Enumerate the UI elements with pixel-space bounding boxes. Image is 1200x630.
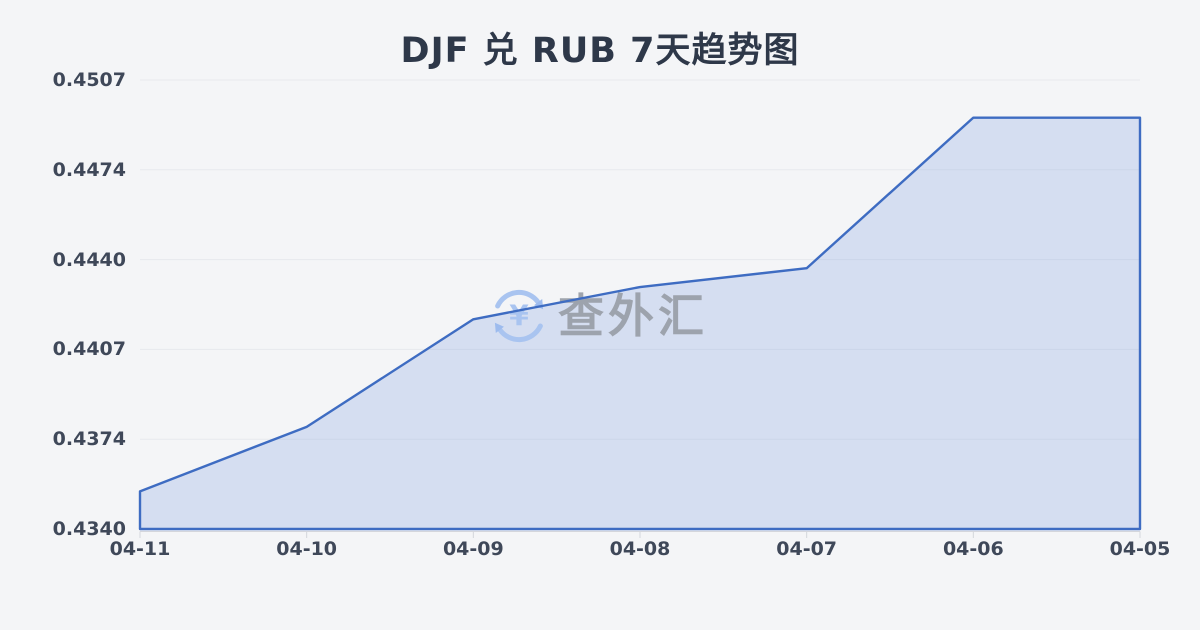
yen-symbol: ¥: [509, 300, 529, 333]
watermark: ¥ 查外汇: [490, 287, 708, 345]
x-axis-tick-label: 04-05: [1109, 538, 1171, 560]
y-axis-tick-label: 0.4407: [52, 338, 126, 361]
x-axis-tick-label: 04-11: [109, 538, 171, 560]
watermark-text: 查外汇: [558, 289, 708, 343]
x-axis-tick-label: 04-09: [442, 538, 504, 560]
y-axis-tick-label: 0.4340: [52, 518, 126, 540]
x-axis-tick-label: 04-06: [942, 538, 1004, 560]
x-axis-tick-label: 04-07: [776, 538, 838, 560]
x-axis-tick-label: 04-08: [609, 538, 671, 560]
currency-exchange-icon: ¥: [494, 289, 544, 343]
y-axis-tick-label: 0.4507: [52, 69, 126, 91]
x-axis-tick-label: 04-10: [276, 538, 338, 560]
y-axis-tick-label: 0.4474: [52, 158, 126, 181]
chart-title: DJF 兑 RUB 7天趋势图: [400, 31, 800, 71]
y-axis-tick-label: 0.4374: [52, 428, 126, 451]
y-axis-tick-label: 0.4440: [52, 248, 126, 271]
